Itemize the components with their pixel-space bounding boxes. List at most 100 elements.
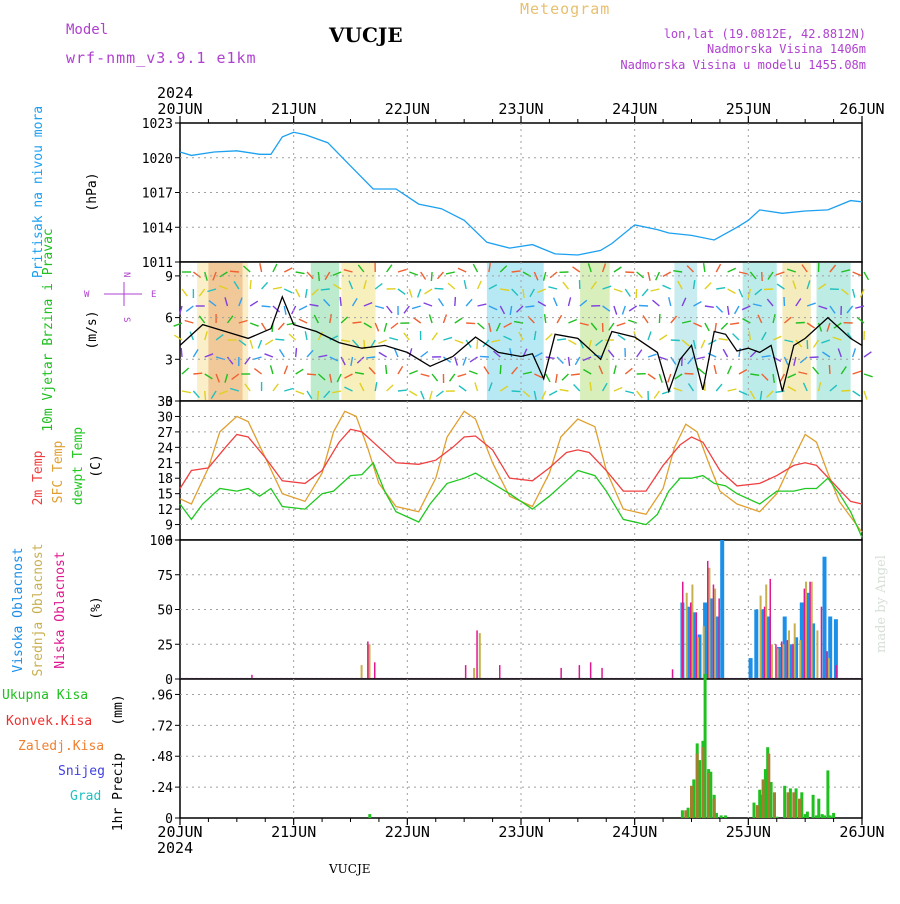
wind-barb <box>477 340 478 349</box>
precip-conv-bar <box>798 799 801 818</box>
x-tick-label: 26JUN <box>839 100 884 118</box>
wind-barb <box>181 348 182 357</box>
precip-conv-bar <box>707 773 710 818</box>
precip-conv-bar <box>684 810 687 818</box>
y-tick-label: 0 <box>165 673 173 688</box>
cloud-low-bar <box>718 598 720 679</box>
cloud-low-bar <box>499 665 501 679</box>
wind-barb <box>829 365 830 374</box>
y-tick-label: 24 <box>157 441 173 456</box>
wind-barb <box>366 357 375 358</box>
precip-conv-bar <box>792 792 795 818</box>
x-tick-label: 21JUN <box>271 823 316 841</box>
cloud-mid-bar <box>479 633 481 679</box>
x-tick-label: 22JUN <box>385 100 430 118</box>
cloud-low-bar <box>804 589 806 679</box>
wind-barb <box>307 374 316 375</box>
precip-conv-bar <box>713 799 716 818</box>
y-tick-label: 75 <box>157 569 173 584</box>
compass-w: W <box>84 290 90 300</box>
cloud-low-bar <box>826 651 828 679</box>
wind-barb <box>193 373 202 374</box>
y-tick-label: 27 <box>157 426 173 441</box>
x-tick-label: 20JUN <box>157 823 202 841</box>
x-tick-label: 25JUN <box>726 100 771 118</box>
cloud-mid-bar <box>361 665 363 679</box>
precip-conv-bar <box>756 805 759 818</box>
wind-barb <box>864 374 873 377</box>
cloud-low-bar <box>775 644 777 679</box>
cloud-low-bar <box>781 642 783 680</box>
wind-barb <box>386 365 387 374</box>
y-tick-label: 33 <box>157 395 173 410</box>
model-name: wrf-nmm_v3.9.1 e1km <box>66 49 257 67</box>
credit-text: made by Angel <box>874 555 889 653</box>
x-tick-label: 20JUN <box>157 100 202 118</box>
temperature-unit: (C) <box>89 454 104 477</box>
cloud-low-bar <box>560 668 562 679</box>
cloud-mid-bar <box>777 648 779 679</box>
precip-total-bar <box>826 770 829 818</box>
year-bottom: 2024 <box>157 839 193 857</box>
wind-barb <box>764 289 773 290</box>
y-tick-label: 100 <box>150 534 173 549</box>
station-title: VUCJE <box>328 23 403 47</box>
cloud-mid-bar <box>816 630 818 679</box>
wind-barb <box>864 352 871 357</box>
cloud-low-bar <box>374 662 376 679</box>
precip-total-bar <box>806 812 809 818</box>
y-tick-label: .96 <box>150 688 173 703</box>
elevation-text: Nadmorska Visina 1406m <box>707 42 866 56</box>
precip-conv-bar <box>773 792 776 818</box>
y-tick-label: 9 <box>165 519 173 534</box>
wind-barb <box>512 391 521 392</box>
cloud-low-bar <box>367 642 369 680</box>
wind-barb <box>455 297 456 306</box>
meteogram-title: Meteogram <box>520 0 610 18</box>
cloud-mid-bar <box>828 658 830 679</box>
cloud-low-bar <box>792 644 794 679</box>
x-tick-label: 22JUN <box>385 823 430 841</box>
x-tick-label: 23JUN <box>498 100 543 118</box>
cloud-low-bar <box>672 669 674 679</box>
y-tick-label: 18 <box>157 472 173 487</box>
precip-total-bar <box>724 815 727 818</box>
compass-e: E <box>151 290 156 300</box>
wind-barb <box>762 272 763 281</box>
cloud-mid-bar <box>799 640 801 679</box>
cloud-low-bar <box>690 603 692 680</box>
precip-conv-bar <box>690 786 693 818</box>
cloud-mid-bar <box>794 623 796 679</box>
precip-legend-frz: Zaledj.Kisa <box>18 739 104 754</box>
cloud-mid-bar <box>760 596 762 679</box>
precip-conv-bar <box>767 754 770 818</box>
wind-barb <box>318 391 319 400</box>
precip-conv-bar <box>762 779 765 818</box>
cloud-low-bar <box>835 665 837 679</box>
cloud-low-bar <box>787 640 789 679</box>
y-tick-label: 50 <box>157 604 173 619</box>
wind-barb <box>841 391 850 392</box>
y-tick-label: .48 <box>150 750 173 765</box>
precip-total-bar <box>753 803 756 818</box>
precip-conv-bar <box>701 747 704 818</box>
x-tick-label: 26JUN <box>839 823 884 841</box>
precip-conv-bar <box>696 754 699 818</box>
wind-axis-label: 10m Vjetar Brzina i Pravac <box>41 228 56 432</box>
pressure-unit: (hPa) <box>85 172 100 211</box>
wind-band <box>743 263 777 400</box>
compass-n: N <box>121 272 131 277</box>
cloud-mid-bar <box>686 593 688 679</box>
precip-legend-hail: Grad <box>70 789 101 804</box>
precip-total-bar <box>812 795 815 818</box>
wind-barb <box>500 365 501 374</box>
x-tick-label: 25JUN <box>726 823 771 841</box>
cloud-mid-axis-label: Srednja Oblacnost <box>31 543 46 676</box>
precip-legend-conv: Konvek.Kisa <box>6 714 92 729</box>
cloud-low-bar <box>476 630 478 679</box>
